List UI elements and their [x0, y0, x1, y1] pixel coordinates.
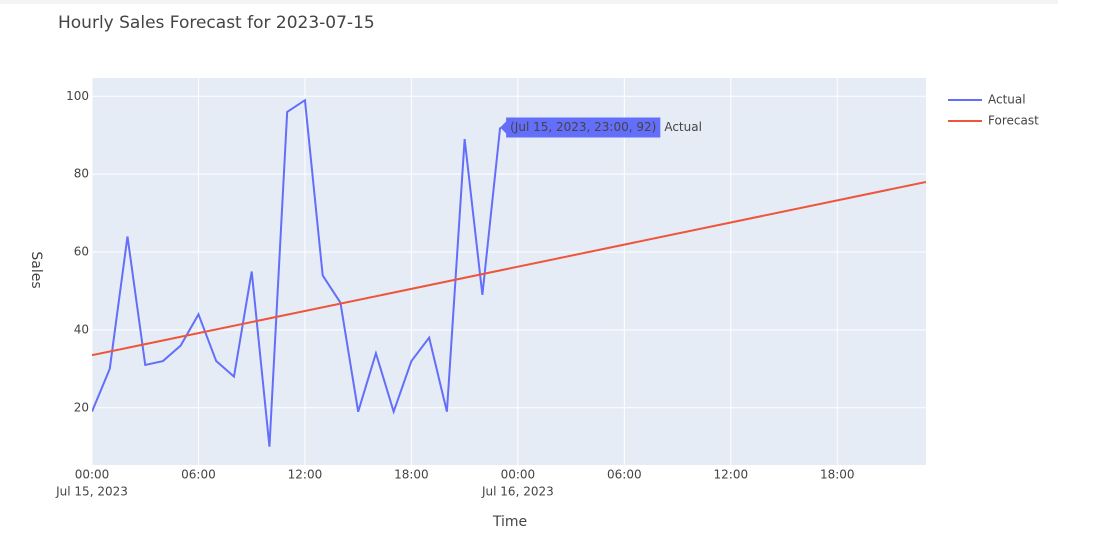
- chart-title: Hourly Sales Forecast for 2023-07-15: [58, 13, 375, 33]
- x-tick-label: 00:00: [75, 468, 110, 482]
- line: [92, 98, 502, 447]
- hover-label: (Jul 15, 2023, 23:00, 92) Actual: [500, 117, 702, 138]
- line: [92, 180, 926, 357]
- x-tick-label: 06:00: [181, 468, 216, 482]
- y-tick-label: 20: [74, 400, 89, 414]
- hover-text: (Jul 15, 2023, 23:00, 92): [510, 120, 656, 134]
- plot-background: [92, 78, 926, 465]
- x-tick-label: 12:00: [288, 468, 323, 482]
- legend-label: Forecast: [988, 114, 1039, 128]
- y-tick-label: 100: [66, 89, 89, 103]
- x-axis-title: Time: [492, 514, 527, 530]
- x-tick-date-label: Jul 16, 2023: [481, 485, 554, 499]
- x-tick-label: 06:00: [607, 468, 642, 482]
- y-tick-label: 40: [74, 322, 89, 336]
- y-axis-title: Sales: [28, 251, 44, 288]
- x-tick-date-label: Jul 15, 2023: [55, 485, 128, 499]
- legend-label: Actual: [988, 93, 1026, 107]
- y-tick-label: 60: [74, 245, 89, 259]
- x-tick-label: 00:00: [501, 468, 536, 482]
- x-tick-label: 18:00: [394, 468, 429, 482]
- top-bar: [0, 0, 1058, 4]
- hover-box: [500, 117, 661, 138]
- hover-name: Actual: [664, 120, 702, 134]
- y-tick-label: 80: [74, 167, 89, 181]
- x-tick-label: 18:00: [820, 468, 855, 482]
- x-tick-label: 12:00: [714, 468, 749, 482]
